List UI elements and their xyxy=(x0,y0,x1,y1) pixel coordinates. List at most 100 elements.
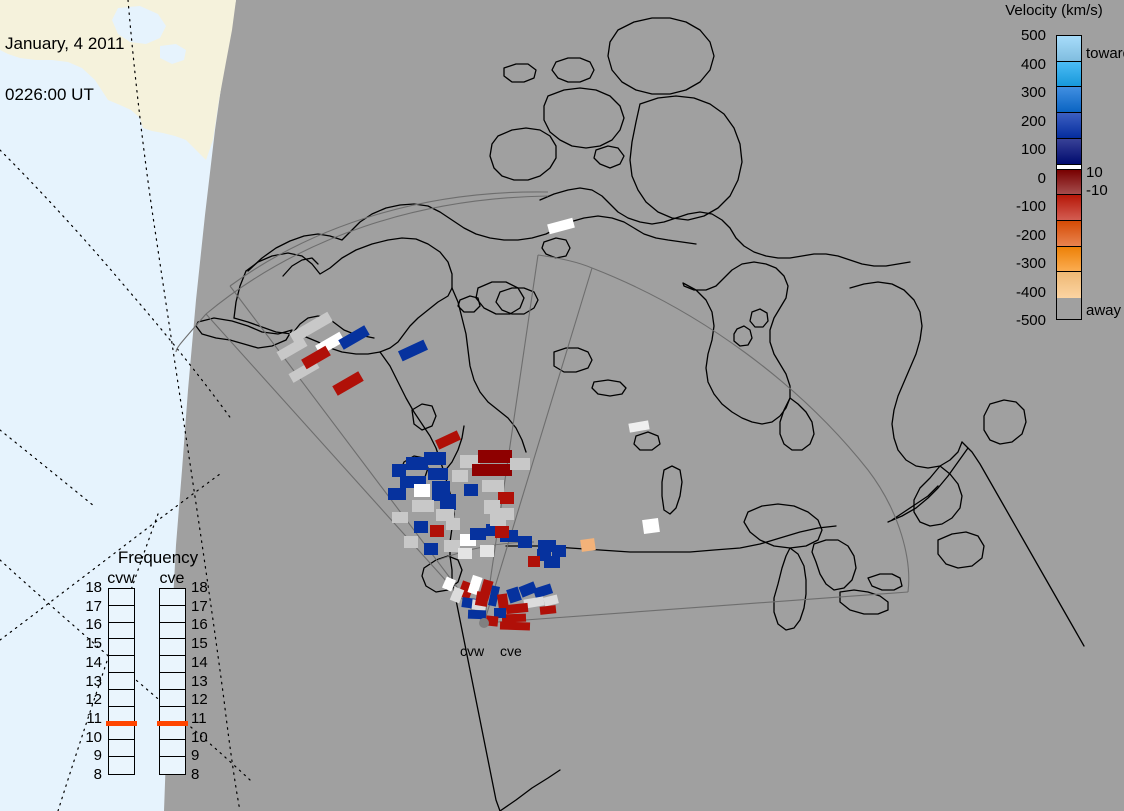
colorbar-segment-3 xyxy=(1057,113,1081,139)
frequency-scale-label-right: 14 xyxy=(191,653,208,671)
island-ellesmere xyxy=(607,17,715,95)
colorbar-segment-5 xyxy=(1057,169,1081,196)
hudson-bay-inlet xyxy=(779,397,815,451)
colorbar-tick-7: -200 xyxy=(1015,226,1046,244)
coast-newfoundland xyxy=(983,399,1027,445)
coast-beaufort xyxy=(247,203,697,272)
radar-cell xyxy=(494,608,506,618)
river-mackenzie xyxy=(451,287,527,453)
colorbar-tick-1: 400 xyxy=(1020,55,1046,73)
frequency-scale-label-right: 12 xyxy=(191,691,208,709)
radar-cell xyxy=(480,545,494,557)
colorbar-segment-4 xyxy=(1057,138,1081,165)
frequency-scale-label-right: 18 xyxy=(191,579,208,596)
radar-cell xyxy=(467,574,483,596)
radar-cell xyxy=(467,609,487,620)
hudson-bay-island-2 xyxy=(749,308,769,328)
frequency-gauge-cell xyxy=(109,639,134,657)
radar-cell xyxy=(505,602,529,615)
frequency-scale-label-left: 16 xyxy=(85,616,102,634)
radar-cell xyxy=(406,457,428,470)
radar-cell xyxy=(458,548,472,559)
frequency-gauge-cell xyxy=(109,589,134,606)
frequency-scale-label-left: 15 xyxy=(85,635,102,653)
radar-cell xyxy=(537,549,551,561)
frequency-scale-label-left: 11 xyxy=(86,709,102,727)
timestamp-time: 0226:00 UT xyxy=(5,85,94,104)
coastlines xyxy=(195,17,1085,811)
radar-station-marker xyxy=(479,618,489,628)
coast-us-west xyxy=(451,581,501,811)
radar-cell xyxy=(472,464,512,476)
colorbar-zero-band xyxy=(1057,164,1081,170)
hudson-bay xyxy=(682,261,791,425)
frequency-title: Frequency xyxy=(117,548,199,567)
coast-gulf-stlawrence xyxy=(913,465,963,527)
radar-cell xyxy=(435,430,461,450)
velocity-colorbar: Velocity (km/s) 500 400 300 200 100 0 -100 -200… xyxy=(984,2,1124,332)
coast-baja xyxy=(499,769,561,811)
colorbar-tick-3: 200 xyxy=(1020,112,1046,130)
lake-great-slave xyxy=(553,347,593,373)
radar-cell xyxy=(518,536,532,548)
island-small-5 xyxy=(475,281,525,315)
frequency-scale-label-right: 15 xyxy=(191,635,208,653)
siberia-landmass xyxy=(0,0,236,160)
frequency-scale-label-left: 17 xyxy=(85,597,102,615)
radar-cell xyxy=(388,488,406,500)
frequency-scale-label-right: 11 xyxy=(191,709,207,727)
radar-cell xyxy=(523,596,545,609)
frequency-gauge-cvw xyxy=(108,588,135,775)
radar-cell xyxy=(276,337,308,361)
radar-cell xyxy=(449,586,465,604)
frequency-scale-label-left: 10 xyxy=(85,728,102,746)
frequency-gauge-cell xyxy=(160,606,185,623)
radar-cell xyxy=(500,508,514,520)
radar-cell xyxy=(482,480,504,492)
fov-cvw xyxy=(175,191,549,624)
frequency-gauge-cell xyxy=(109,673,134,690)
frequency-gauge-cell xyxy=(160,589,185,606)
colorbar-tick-6: -100 xyxy=(1015,198,1046,215)
lake-great-bear xyxy=(495,287,539,315)
frequency-gauge-cell xyxy=(160,639,185,657)
island-panhandle xyxy=(411,403,437,431)
radar-cell xyxy=(518,581,538,598)
radar-cell xyxy=(547,217,575,235)
radar-cell xyxy=(499,621,531,631)
frequency-scale-label-right: 17 xyxy=(191,597,208,615)
radar-cell xyxy=(332,371,364,396)
frequency-gauge-cve xyxy=(159,588,186,775)
siberia-inlet xyxy=(112,6,166,44)
island-victoria xyxy=(543,87,625,149)
radar-cell xyxy=(414,484,430,497)
radar-cell xyxy=(484,500,500,514)
geomagnetic-grid xyxy=(0,0,251,811)
colorbar-tick-8: -300 xyxy=(1015,255,1046,272)
frequency-marker-cve xyxy=(157,720,188,726)
frequency-gauge-cell xyxy=(109,623,134,640)
colorbar-zero-plus-label: 10 xyxy=(1086,164,1103,181)
frequency-scale-label-left: 14 xyxy=(85,653,102,671)
colorbar-away-label: away xyxy=(1086,302,1122,319)
frequency-gauge-cell xyxy=(109,724,134,741)
radar-cell xyxy=(539,605,557,615)
great-lakes-michigan xyxy=(773,547,807,631)
colorbar-segment-9 xyxy=(1057,272,1081,299)
radar-cell xyxy=(464,484,478,496)
colorbar-segment-6 xyxy=(1057,195,1081,222)
radar-cell xyxy=(414,521,428,533)
fov-cve-south xyxy=(483,591,909,624)
station-label-cvw: cvw xyxy=(460,643,485,659)
radar-cell xyxy=(440,494,456,510)
colorbar-segment-2 xyxy=(1057,87,1081,114)
colorbar-tick-10: -500 xyxy=(1015,312,1046,329)
hudson-bay-island xyxy=(733,325,753,347)
colorbar-tick-9: -400 xyxy=(1015,283,1046,301)
colorbar-segment-7 xyxy=(1057,221,1081,247)
frequency-gauge-cell xyxy=(160,757,185,774)
island-small-3 xyxy=(593,145,625,169)
radar-cell xyxy=(392,464,406,477)
frequency-scale-label-left: 18 xyxy=(85,579,102,596)
